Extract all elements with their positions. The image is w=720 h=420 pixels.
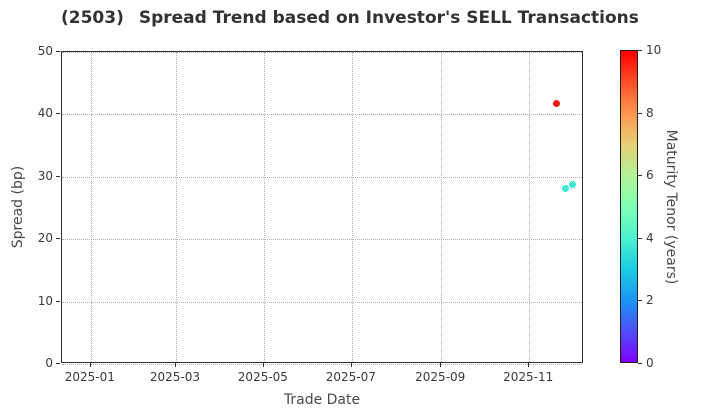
colorbar-tick-label: 10	[646, 43, 662, 57]
data-point	[568, 180, 576, 188]
y-tick-label: 10	[37, 293, 53, 308]
data-point	[553, 100, 561, 108]
y-gridline	[62, 114, 582, 116]
x-tick-mark	[440, 363, 442, 367]
y-tick-mark	[56, 238, 60, 240]
x-tick-label: 2025-05	[237, 370, 288, 384]
x-tick-label: 2025-01	[64, 370, 115, 384]
y-gridline	[62, 52, 582, 53]
colorbar-tick-label: 6	[646, 168, 654, 183]
colorbar-tick-mark	[638, 112, 642, 114]
x-tick-mark	[174, 363, 176, 367]
chart-title-code: (2503)	[61, 8, 124, 28]
x-tick-label: 2025-11	[503, 370, 554, 384]
y-tick-mark	[56, 51, 60, 52]
colorbar	[620, 50, 638, 363]
x-axis-label: Trade Date	[283, 392, 361, 408]
y-tick-mark	[56, 300, 60, 302]
y-tick-label: 50	[37, 44, 53, 58]
y-tick-label: 20	[37, 231, 53, 246]
y-gridline	[62, 176, 582, 178]
x-gridline	[175, 52, 177, 362]
x-tick-mark	[262, 363, 264, 367]
x-gridline	[529, 52, 531, 362]
x-gridline	[441, 52, 443, 362]
plot-area	[61, 51, 583, 365]
y-gridline	[62, 239, 582, 241]
y-tick-label: 40	[37, 106, 53, 121]
colorbar-label: Maturity Tenor (years)	[663, 129, 679, 285]
x-tick-mark	[350, 363, 352, 367]
data-point	[561, 184, 569, 192]
colorbar-tick-label: 2	[646, 293, 654, 308]
colorbar-tick-label: 0	[646, 356, 654, 370]
colorbar-tick-mark	[638, 237, 642, 239]
colorbar-tick-mark	[638, 50, 642, 51]
x-tick-label: 2025-03	[149, 370, 200, 384]
colorbar-tick-label: 4	[646, 230, 654, 245]
y-tick-label: 30	[37, 168, 53, 183]
colorbar-tick-label: 8	[646, 105, 654, 120]
y-tick-mark	[56, 175, 60, 177]
x-tick-mark	[89, 363, 91, 367]
chart-title-text: Spread Trend based on Investor's SELL Tr…	[138, 8, 639, 28]
y-tick-mark	[56, 113, 60, 115]
x-tick-mark	[528, 363, 530, 367]
x-tick-label: 2025-09	[415, 370, 466, 384]
x-gridline	[90, 52, 92, 362]
x-tick-label: 2025-07	[325, 370, 376, 384]
y-gridline	[62, 364, 582, 365]
x-gridline	[351, 52, 353, 362]
y-tick-label: 0	[45, 356, 53, 370]
x-gridline	[263, 52, 265, 362]
y-gridline	[62, 301, 582, 303]
y-tick-mark	[56, 363, 60, 364]
colorbar-tick-mark	[638, 363, 642, 364]
colorbar-tick-mark	[638, 175, 642, 177]
chart-title: (2503) Spread Trend based on Investor's S…	[61, 8, 639, 28]
colorbar-tick-mark	[638, 300, 642, 302]
